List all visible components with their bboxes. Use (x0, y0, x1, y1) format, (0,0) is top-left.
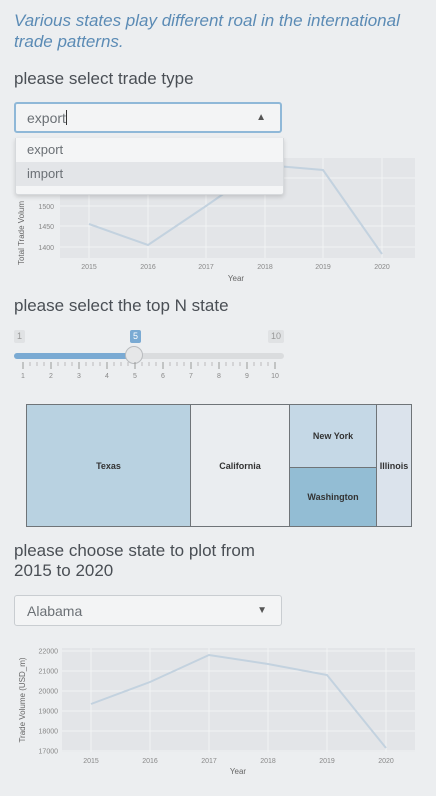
x-tick-label: 2017 (198, 264, 214, 271)
slider-tick-label: 8 (217, 373, 221, 380)
treemap-label: Texas (96, 460, 121, 471)
treemap-cell-new-york[interactable]: New York (289, 404, 377, 468)
y-tick-label: 20000 (39, 689, 59, 696)
trade-volume-line (90, 653, 387, 749)
x-tick-label: 2016 (140, 264, 156, 271)
state-select-label-line2: 2015 to 2020 (14, 561, 114, 580)
treemap-label: Illinois (379, 460, 409, 471)
slider-tick-label: 10 (271, 373, 279, 380)
caret-up-icon: ▲ (256, 112, 266, 123)
treemap-cell-california[interactable]: California (190, 404, 290, 527)
state-treemap: Texas California New York Washington Ill… (26, 404, 412, 527)
state-select-value: Alabama (27, 603, 83, 619)
treemap-cell-illinois[interactable]: Illinois (376, 404, 412, 527)
slider-value-label: 5 (130, 330, 142, 343)
y-tick-label: 1450 (38, 224, 54, 231)
trade-type-value: export (27, 110, 66, 126)
slider-tick-label: 4 (105, 373, 109, 380)
slider-handle[interactable] (125, 346, 143, 364)
y-tick-label: 1400 (38, 245, 54, 252)
slider-tick-label: 7 (189, 373, 193, 380)
treemap-label: California (219, 460, 261, 471)
slider-ticks: 1 2 3 4 5 6 7 8 9 10 (21, 362, 279, 380)
option-export[interactable]: export (27, 142, 64, 157)
x-tick-label: 2020 (378, 758, 394, 765)
intro-text: Various states play different roal in th… (14, 11, 400, 51)
x-tick-label: 2018 (257, 264, 273, 271)
option-import[interactable]: import (16, 162, 283, 186)
x-axis-label: Year (228, 274, 245, 283)
state-trade-chart: 17000 18000 19000 20000 21000 22000 2015 2016 2… (18, 648, 415, 776)
slider-tick-label: 9 (245, 373, 249, 380)
slider-tick-label: 3 (77, 373, 81, 380)
y-tick-label: 18000 (39, 729, 59, 736)
x-tick-label: 2019 (315, 264, 331, 271)
slider-fill (14, 353, 135, 359)
slider-tick-label: 6 (161, 373, 165, 380)
y-tick-label: 17000 (39, 749, 59, 756)
slider-tick-label: 1 (21, 373, 25, 380)
state-select-label-line1: please choose state to plot from (14, 541, 255, 560)
y-tick-label: 22000 (39, 649, 59, 656)
y-tick-label: 21000 (39, 669, 59, 676)
slider-min-label: 1 (14, 330, 26, 343)
caret-down-icon: ▼ (257, 605, 267, 616)
y-tick-label: 19000 (39, 709, 59, 716)
treemap-label: New York (312, 431, 354, 441)
slider-track[interactable] (14, 353, 284, 359)
x-tick-label: 2019 (319, 758, 335, 765)
plot-panel (62, 648, 415, 752)
text-cursor (65, 110, 67, 125)
x-tick-label: 2016 (142, 758, 158, 765)
slider-tick-label: 2 (49, 373, 53, 380)
x-tick-label: 2018 (260, 758, 276, 765)
slider-max-label: 10 (268, 330, 285, 343)
x-tick-label: 2020 (374, 264, 390, 271)
slider-tick-label: 5 (133, 373, 137, 380)
y-axis-label: Total Trade Volum (17, 201, 26, 265)
state-select[interactable]: Alabama ▼ (14, 595, 282, 626)
y-axis-label: Trade Volume (USD_m) (18, 657, 27, 742)
topn-label: please select the top N state (14, 296, 229, 315)
treemap-cell-texas[interactable]: Texas (26, 404, 191, 527)
x-axis-label: Year (230, 767, 247, 776)
trade-type-dropdown: export import (15, 138, 284, 195)
y-tick-label: 1500 (38, 204, 54, 211)
trade-type-select[interactable]: export ▲ (14, 102, 282, 133)
x-tick-label: 2015 (81, 264, 97, 271)
x-tick-label: 2017 (201, 758, 217, 765)
state-select-label: please choose state to plot from 2015 to… (14, 541, 255, 581)
x-tick-label: 2015 (83, 758, 99, 765)
treemap-label: Washington (307, 492, 359, 502)
treemap-cell-washington[interactable]: Washington (289, 467, 377, 527)
trade-type-label: please select trade type (14, 69, 194, 88)
